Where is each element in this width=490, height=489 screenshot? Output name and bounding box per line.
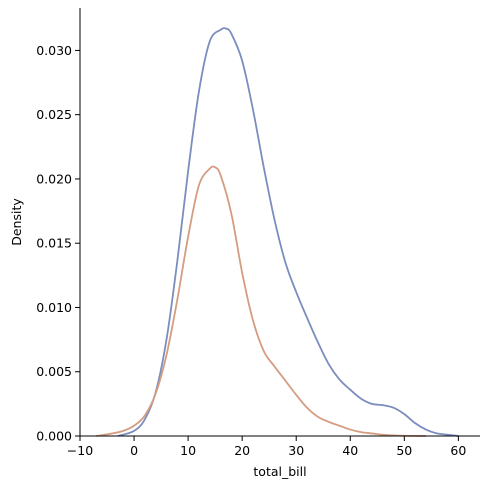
density-line-series-1	[117, 27, 459, 437]
x-ticks: −10 0 10 20 30 40 50 60	[67, 436, 466, 458]
y-tick-label: 0.025	[36, 107, 72, 122]
y-tick-label: 0.010	[36, 300, 72, 315]
x-tick-label: 10	[180, 443, 196, 458]
y-tick-label: 0.000	[36, 429, 72, 444]
y-ticks: 0.000 0.005 0.010 0.015 0.020 0.025 0.030	[36, 43, 80, 444]
x-tick-label: 30	[288, 443, 304, 458]
y-tick-label: 0.030	[36, 43, 72, 58]
series-layer	[96, 27, 459, 437]
density-line-series-2	[96, 165, 426, 437]
x-tick-label: 20	[234, 443, 250, 458]
x-tick-label: 40	[342, 443, 358, 458]
y-axis-title: Density	[9, 198, 24, 246]
y-tick-label: 0.015	[36, 236, 72, 251]
x-tick-label: −10	[67, 443, 93, 458]
y-tick-label: 0.005	[36, 364, 72, 379]
x-tick-label: 50	[396, 443, 412, 458]
y-tick-label: 0.020	[36, 171, 72, 186]
x-axis-title: total_bill	[253, 464, 306, 479]
x-tick-label: 0	[130, 443, 138, 458]
x-tick-label: 60	[450, 443, 466, 458]
